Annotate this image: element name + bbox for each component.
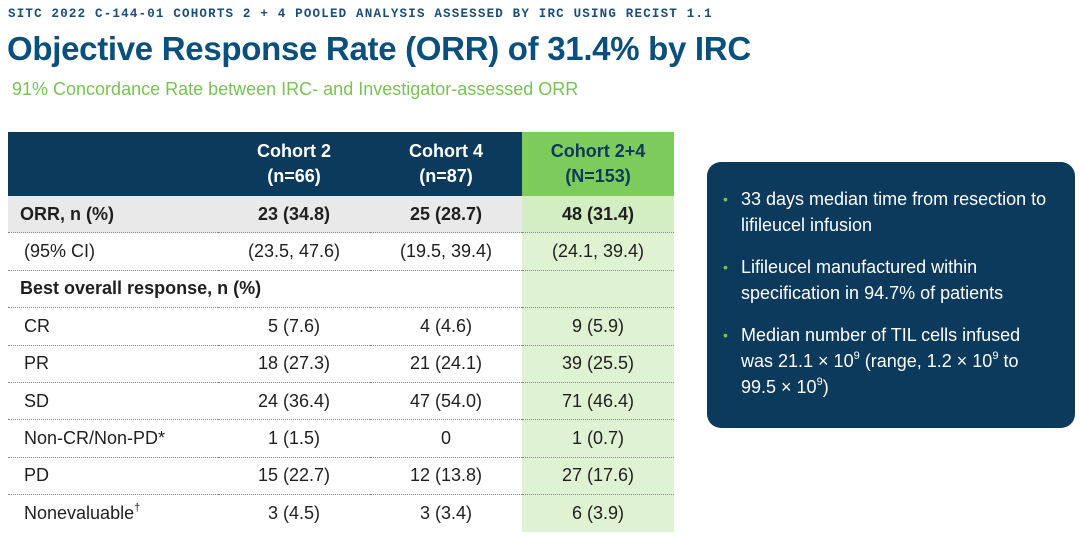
exponent: 9	[853, 350, 860, 362]
table-row: SD 24 (36.4) 47 (54.0) 71 (46.4)	[8, 382, 674, 421]
header-cohort-name: Cohort 2+4	[550, 141, 646, 161]
table-section-row: Best overall response, n (%)	[8, 270, 674, 309]
cell-value: 27 (17.6)	[522, 457, 674, 496]
cell-value: 71 (46.4)	[522, 382, 674, 421]
exponent: 9	[816, 376, 823, 388]
highlight-item: • Median number of TIL cells infused was…	[723, 322, 1057, 400]
highlight-text-part: )	[822, 377, 829, 397]
bullet-icon: •	[723, 327, 728, 343]
cell-value: 1 (1.5)	[218, 419, 370, 458]
header-cohort-2: Cohort 2 (n=66)	[218, 132, 370, 196]
row-label: Nonevaluable†	[8, 495, 218, 532]
cell-value: (23.5, 47.6)	[218, 232, 370, 271]
page-subtitle: 91% Concordance Rate between IRC- and In…	[12, 79, 579, 99]
header-cohort-name: Cohort 2	[257, 141, 331, 161]
header-cohort-4: Cohort 4 (n=87)	[370, 132, 522, 196]
cell-value: 3 (4.5)	[267, 502, 321, 523]
cell-value: 5 (7.6)	[218, 307, 370, 346]
table-header-row: Cohort 2 (n=66) Cohort 4 (n=87) Cohort 2…	[8, 132, 674, 196]
row-label: Non-CR/Non-PD*	[8, 419, 218, 458]
row-label: (95% CI)	[8, 232, 218, 271]
table-row: PD 15 (22.7) 12 (13.8) 27 (17.6)	[8, 457, 674, 496]
header-cohort-n: (n=66)	[267, 166, 321, 186]
row-label: CR	[8, 307, 218, 346]
highlights-list: • 33 days median time from resection to …	[723, 186, 1057, 400]
cell-value: 25 (28.7)	[370, 196, 522, 234]
table-row-orr: ORR, n (%) 23 (34.8) 25 (28.7) 48 (31.4)	[8, 196, 674, 234]
header-cohort-name: Cohort 4	[409, 141, 483, 161]
row-label-text: Nonevaluable	[24, 502, 135, 523]
orr-table: Cohort 2 (n=66) Cohort 4 (n=87) Cohort 2…	[8, 132, 674, 532]
row-label: ORR, n (%)	[8, 196, 218, 234]
cell-value: 23 (34.8)	[218, 196, 370, 234]
table-row: Non-CR/Non-PD* 1 (1.5) 0 1 (0.7)	[8, 419, 674, 458]
row-label: SD	[8, 382, 218, 421]
dagger-footnote-mark: †	[134, 501, 141, 514]
highlights-callout: • 33 days median time from resection to …	[707, 162, 1075, 428]
cell-value: 48 (31.4)	[522, 196, 674, 234]
table-row: CR 5 (7.6) 4 (4.6) 9 (5.9)	[8, 307, 674, 346]
cell-value: 0	[370, 419, 522, 458]
cell-value: 21 (24.1)	[370, 345, 522, 383]
highlight-text: 33 days median time from resection to li…	[741, 189, 1047, 235]
highlight-item: • Lifileucel manufactured within specifi…	[723, 254, 1057, 306]
cell-value: (24.1, 39.4)	[522, 232, 674, 271]
table-row: PR 18 (27.3) 21 (24.1) 39 (25.5)	[8, 345, 674, 383]
row-label: PR	[8, 345, 218, 383]
header-blank-cell	[8, 132, 218, 196]
cell-value: 18 (27.3)	[218, 345, 370, 383]
cell-value: 47 (54.0)	[370, 382, 522, 421]
header-cohort-n: (n=87)	[419, 166, 473, 186]
bullet-icon: •	[723, 191, 728, 207]
cell-value: 24 (36.4)	[218, 382, 370, 421]
page-title: Objective Response Rate (ORR) of 31.4% b…	[7, 30, 751, 67]
highlight-item: • 33 days median time from resection to …	[723, 186, 1057, 238]
cell-value: 3 (3.4)	[419, 502, 473, 523]
cell-value: (19.5, 39.4)	[370, 232, 522, 271]
cell-value: 15 (22.7)	[218, 457, 370, 496]
table-row-ci: (95% CI) (23.5, 47.6) (19.5, 39.4) (24.1…	[8, 232, 674, 271]
cell-value: 4 (4.6)	[370, 307, 522, 346]
row-label: PD	[8, 457, 218, 496]
cell-value: 6 (3.9)	[522, 494, 674, 532]
highlight-text-part: to 99.5 × 10	[741, 351, 1019, 397]
header-cohort-n: (N=153)	[565, 166, 631, 186]
highlight-text-part: Median number of TIL cells infused was 2…	[741, 325, 1021, 371]
cell-value: 9 (5.9)	[522, 307, 674, 346]
cell-value: 1 (0.7)	[522, 419, 674, 458]
highlight-text: Lifileucel manufactured within specifica…	[741, 257, 1004, 303]
highlight-text-part: (range, 1.2 × 10	[859, 351, 993, 371]
exponent: 9	[992, 350, 999, 362]
cell-value: 12 (13.8)	[370, 457, 522, 496]
cell-value: 39 (25.5)	[522, 345, 674, 383]
header-cohort-pooled: Cohort 2+4 (N=153)	[522, 132, 674, 196]
table-row: Nonevaluable† 3 (4.5) 3 (3.4) 6 (3.9)	[8, 494, 674, 532]
bullet-icon: •	[723, 259, 728, 275]
highlight-text: Median number of TIL cells infused was 2…	[741, 325, 1020, 397]
eyebrow-text: SITC 2022 C-144-01 COHORTS 2 + 4 POOLED …	[8, 7, 713, 21]
section-label: Best overall response, n (%)	[8, 270, 522, 309]
cell-empty	[522, 270, 674, 309]
